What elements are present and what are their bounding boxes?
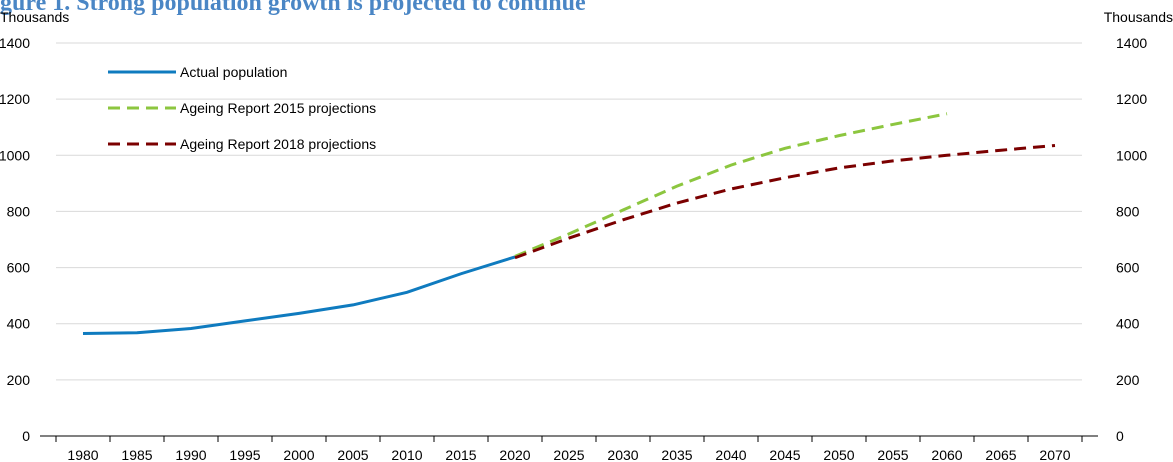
- y2-tick-label: 0: [1116, 428, 1124, 444]
- y-tick-label: 800: [7, 203, 31, 219]
- x-tick-label: 2050: [823, 447, 854, 462]
- x-tick-label: 2020: [499, 447, 530, 462]
- x-tick-label: 1985: [121, 447, 152, 462]
- y2-tick-label: 1200: [1116, 91, 1147, 107]
- x-tick-label: 2045: [769, 447, 800, 462]
- x-tick-label: 2030: [607, 447, 638, 462]
- y-tick-label: 0: [22, 428, 30, 444]
- x-tick-label: 2055: [877, 447, 908, 462]
- legend-label: Actual population: [180, 64, 287, 80]
- y2-tick-label: 1400: [1116, 35, 1147, 51]
- y-axis-label: Thousands: [0, 9, 69, 25]
- x-tick-label: 2010: [391, 447, 422, 462]
- x-tick-label: 1980: [67, 447, 98, 462]
- y-tick-label: 600: [7, 260, 31, 276]
- x-tick-label: 2035: [661, 447, 692, 462]
- x-tick-label: 1995: [229, 447, 260, 462]
- x-tick-label: 2025: [553, 447, 584, 462]
- legend-label: Ageing Report 2018 projections: [180, 136, 376, 152]
- series-line: [82, 255, 516, 336]
- x-tick-label: 2005: [337, 447, 368, 462]
- x-tick-label: 1990: [175, 447, 206, 462]
- y-tick-label: 1000: [0, 147, 30, 163]
- x-tick-label: 2015: [445, 447, 476, 462]
- x-tick-label: 2040: [715, 447, 746, 462]
- y2-tick-label: 600: [1116, 260, 1140, 276]
- y-tick-label: 400: [7, 316, 31, 332]
- x-tick-label: 2060: [931, 447, 962, 462]
- chart-title: gure 1. Strong population growth is proj…: [0, 0, 586, 16]
- y2-tick-label: 800: [1116, 203, 1140, 219]
- y2-tick-label: 400: [1116, 316, 1140, 332]
- x-tick-label: 2070: [1039, 447, 1070, 462]
- y2-axis-label: Thousands: [1104, 9, 1173, 25]
- y-tick-label: 200: [7, 372, 31, 388]
- y-tick-label: 1200: [0, 91, 30, 107]
- series-line: [514, 112, 948, 258]
- series-line: [514, 143, 1056, 260]
- y2-tick-label: 200: [1116, 372, 1140, 388]
- legend-label: Ageing Report 2015 projections: [180, 100, 376, 116]
- x-tick-label: 2065: [985, 447, 1016, 462]
- x-tick-label: 2000: [283, 447, 314, 462]
- y-tick-label: 1400: [0, 35, 30, 51]
- y2-tick-label: 1000: [1116, 147, 1147, 163]
